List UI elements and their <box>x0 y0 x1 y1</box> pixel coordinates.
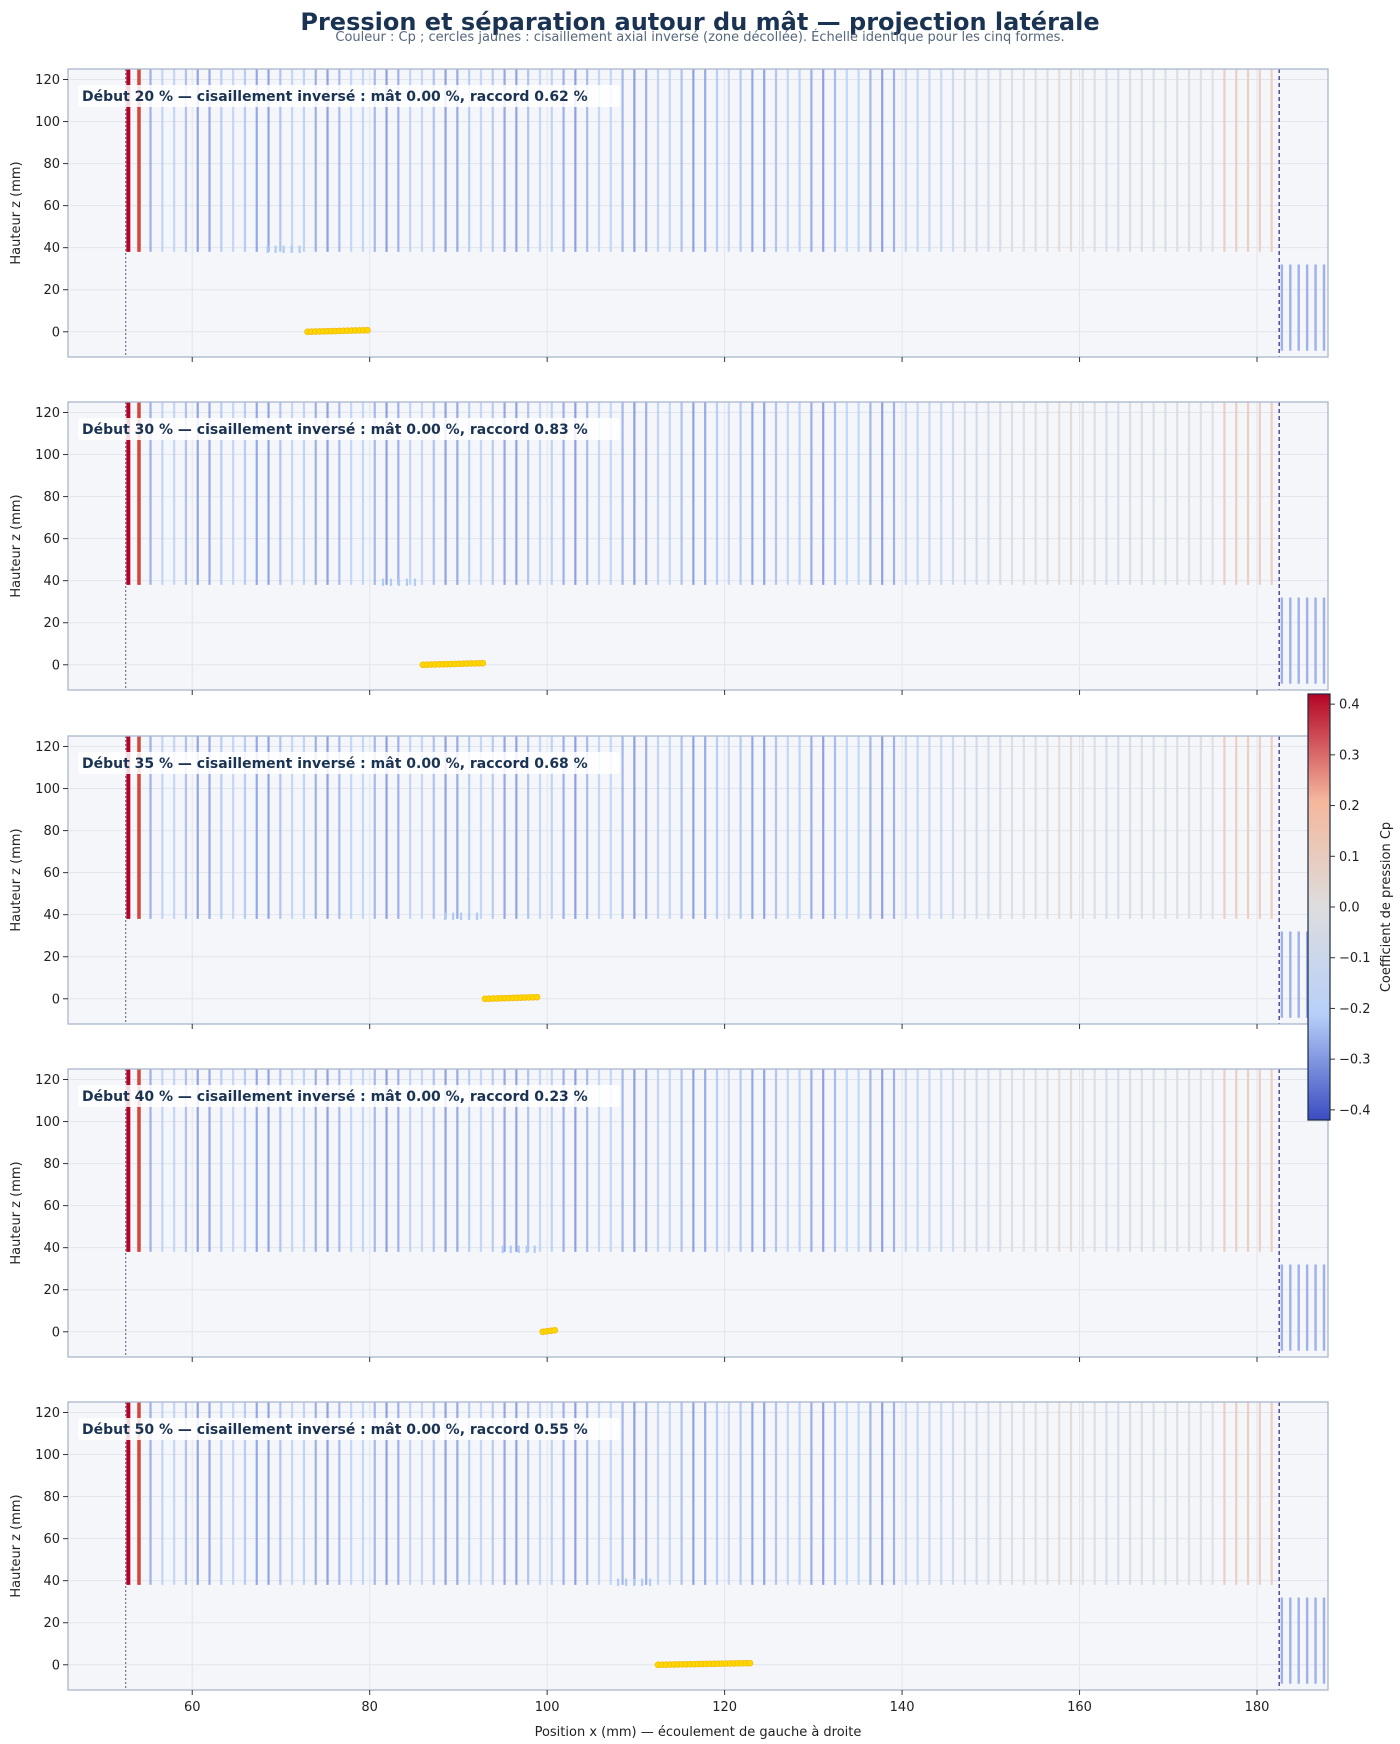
chart-title: Pression et séparation autour du mât — p… <box>300 8 1099 36</box>
y-tick-label: 100 <box>35 448 60 463</box>
y-tick-label: 120 <box>35 1406 60 1421</box>
annotation-box <box>78 418 620 440</box>
panel-border <box>67 1401 1329 1691</box>
y-tick-label: 120 <box>35 406 60 421</box>
y-tick-label: 80 <box>43 1157 60 1172</box>
y-tick-label: 80 <box>43 157 60 172</box>
y-tick-label: 0 <box>52 325 60 340</box>
colorbar-tick-label: 0.2 <box>1339 799 1360 814</box>
panel-annotation: Début 30 % — cisaillement inversé : mât … <box>82 422 588 438</box>
y-tick-label: 100 <box>35 782 60 797</box>
y-tick-label: 20 <box>43 283 60 298</box>
y-tick-label: 100 <box>35 1115 60 1130</box>
panel-50: Début 50 % — cisaillement inversé : mât … <box>9 1401 1329 1715</box>
y-tick-label: 60 <box>43 866 60 881</box>
y-tick-label: 40 <box>43 241 60 256</box>
colorbar-tick-label: −0.2 <box>1339 1002 1371 1017</box>
x-tick-label: 180 <box>1245 1700 1270 1715</box>
y-tick-label: 40 <box>43 1574 60 1589</box>
colorbar-label: Coefficient de pression Cp <box>1379 822 1394 992</box>
colorbar-tick-label: 0.1 <box>1339 850 1360 865</box>
separation-marker <box>479 659 487 667</box>
separation-marker <box>551 1326 558 1334</box>
annotation-box <box>78 1418 620 1440</box>
colorbar-tick-label: −0.3 <box>1339 1053 1371 1068</box>
panel-20: Début 20 % — cisaillement inversé : mât … <box>9 68 1329 362</box>
panel-border <box>67 1068 1329 1358</box>
separation-marker <box>746 1659 754 1667</box>
y-tick-label: 120 <box>35 73 60 88</box>
separation-marker <box>364 326 371 334</box>
y-tick-label: 40 <box>43 908 60 923</box>
colorbar-gradient <box>1307 693 1331 1121</box>
panel-annotation: Début 40 % — cisaillement inversé : mât … <box>82 1089 588 1105</box>
panel-annotation: Début 35 % — cisaillement inversé : mât … <box>82 756 588 772</box>
chart-subtitle: Couleur : Cp ; cercles jaunes : cisaille… <box>335 29 1064 45</box>
y-tick-label: 20 <box>43 1283 60 1298</box>
panel-border <box>67 401 1329 691</box>
y-tick-label: 20 <box>43 950 60 965</box>
y-tick-label: 40 <box>43 1241 60 1256</box>
x-tick-label: 100 <box>535 1700 560 1715</box>
colorbar-tick-label: 0.4 <box>1339 698 1360 713</box>
colorbar-tick-label: 0.3 <box>1339 748 1360 763</box>
colorbar: 0.4 0.3 0.2 0.1 0.0 −0.1 −0.2 −0.3 −0.4 Coefficie… <box>1307 693 1394 1121</box>
panel-30: Début 30 % — cisaillement inversé : mât … <box>9 401 1329 695</box>
x-tick-label: 120 <box>712 1700 737 1715</box>
y-tick-label: 20 <box>43 1616 60 1631</box>
separation-marker <box>533 993 541 1001</box>
colorbar-tick-label: −0.4 <box>1339 1103 1371 1118</box>
y-tick-label: 60 <box>43 199 60 214</box>
x-tick-label: 60 <box>184 1700 201 1715</box>
y-axis-label: Hauteur z (mm) <box>9 1494 24 1597</box>
y-tick-label: 60 <box>43 1199 60 1214</box>
y-axis-label: Hauteur z (mm) <box>9 1161 24 1264</box>
panel-border <box>67 68 1329 358</box>
panel-40: Début 40 % — cisaillement inversé : mât … <box>9 1068 1329 1362</box>
y-tick-label: 0 <box>52 1325 60 1340</box>
x-axis-label: Position x (mm) — écoulement de gauche à… <box>535 1725 862 1740</box>
y-tick-label: 120 <box>35 740 60 755</box>
panel-annotation: Début 20 % — cisaillement inversé : mât … <box>82 89 588 105</box>
y-tick-label: 80 <box>43 490 60 505</box>
colorbar-tick-label: 0.0 <box>1339 901 1360 916</box>
annotation-box <box>78 752 620 774</box>
data-marks <box>125 736 1326 1024</box>
y-tick-label: 60 <box>43 532 60 547</box>
annotation-box <box>78 1085 620 1107</box>
y-tick-label: 20 <box>43 616 60 631</box>
y-tick-label: 80 <box>43 824 60 839</box>
y-tick-label: 60 <box>43 1532 60 1547</box>
x-tick-label: 80 <box>361 1700 378 1715</box>
y-tick-label: 120 <box>35 1073 60 1088</box>
annotation-box <box>78 85 620 107</box>
colorbar-tick-label: −0.1 <box>1339 951 1371 966</box>
y-tick-label: 0 <box>52 658 60 673</box>
panel-35: Début 35 % — cisaillement inversé : mât … <box>9 735 1329 1029</box>
y-tick-label: 80 <box>43 1490 60 1505</box>
data-marks <box>125 1402 1326 1690</box>
panel-annotation: Début 50 % — cisaillement inversé : mât … <box>82 1422 588 1438</box>
y-axis-label: Hauteur z (mm) <box>9 828 24 931</box>
panels: Début 20 % — cisaillement inversé : mât … <box>9 68 1329 1715</box>
y-axis-label: Hauteur z (mm) <box>9 161 24 264</box>
x-tick-label: 140 <box>890 1700 915 1715</box>
y-tick-label: 40 <box>43 574 60 589</box>
y-tick-label: 0 <box>52 992 60 1007</box>
y-tick-label: 0 <box>52 1658 60 1673</box>
x-tick-label: 160 <box>1067 1700 1092 1715</box>
y-axis-label: Hauteur z (mm) <box>9 494 24 597</box>
y-tick-label: 100 <box>35 1448 60 1463</box>
y-tick-label: 100 <box>35 115 60 130</box>
